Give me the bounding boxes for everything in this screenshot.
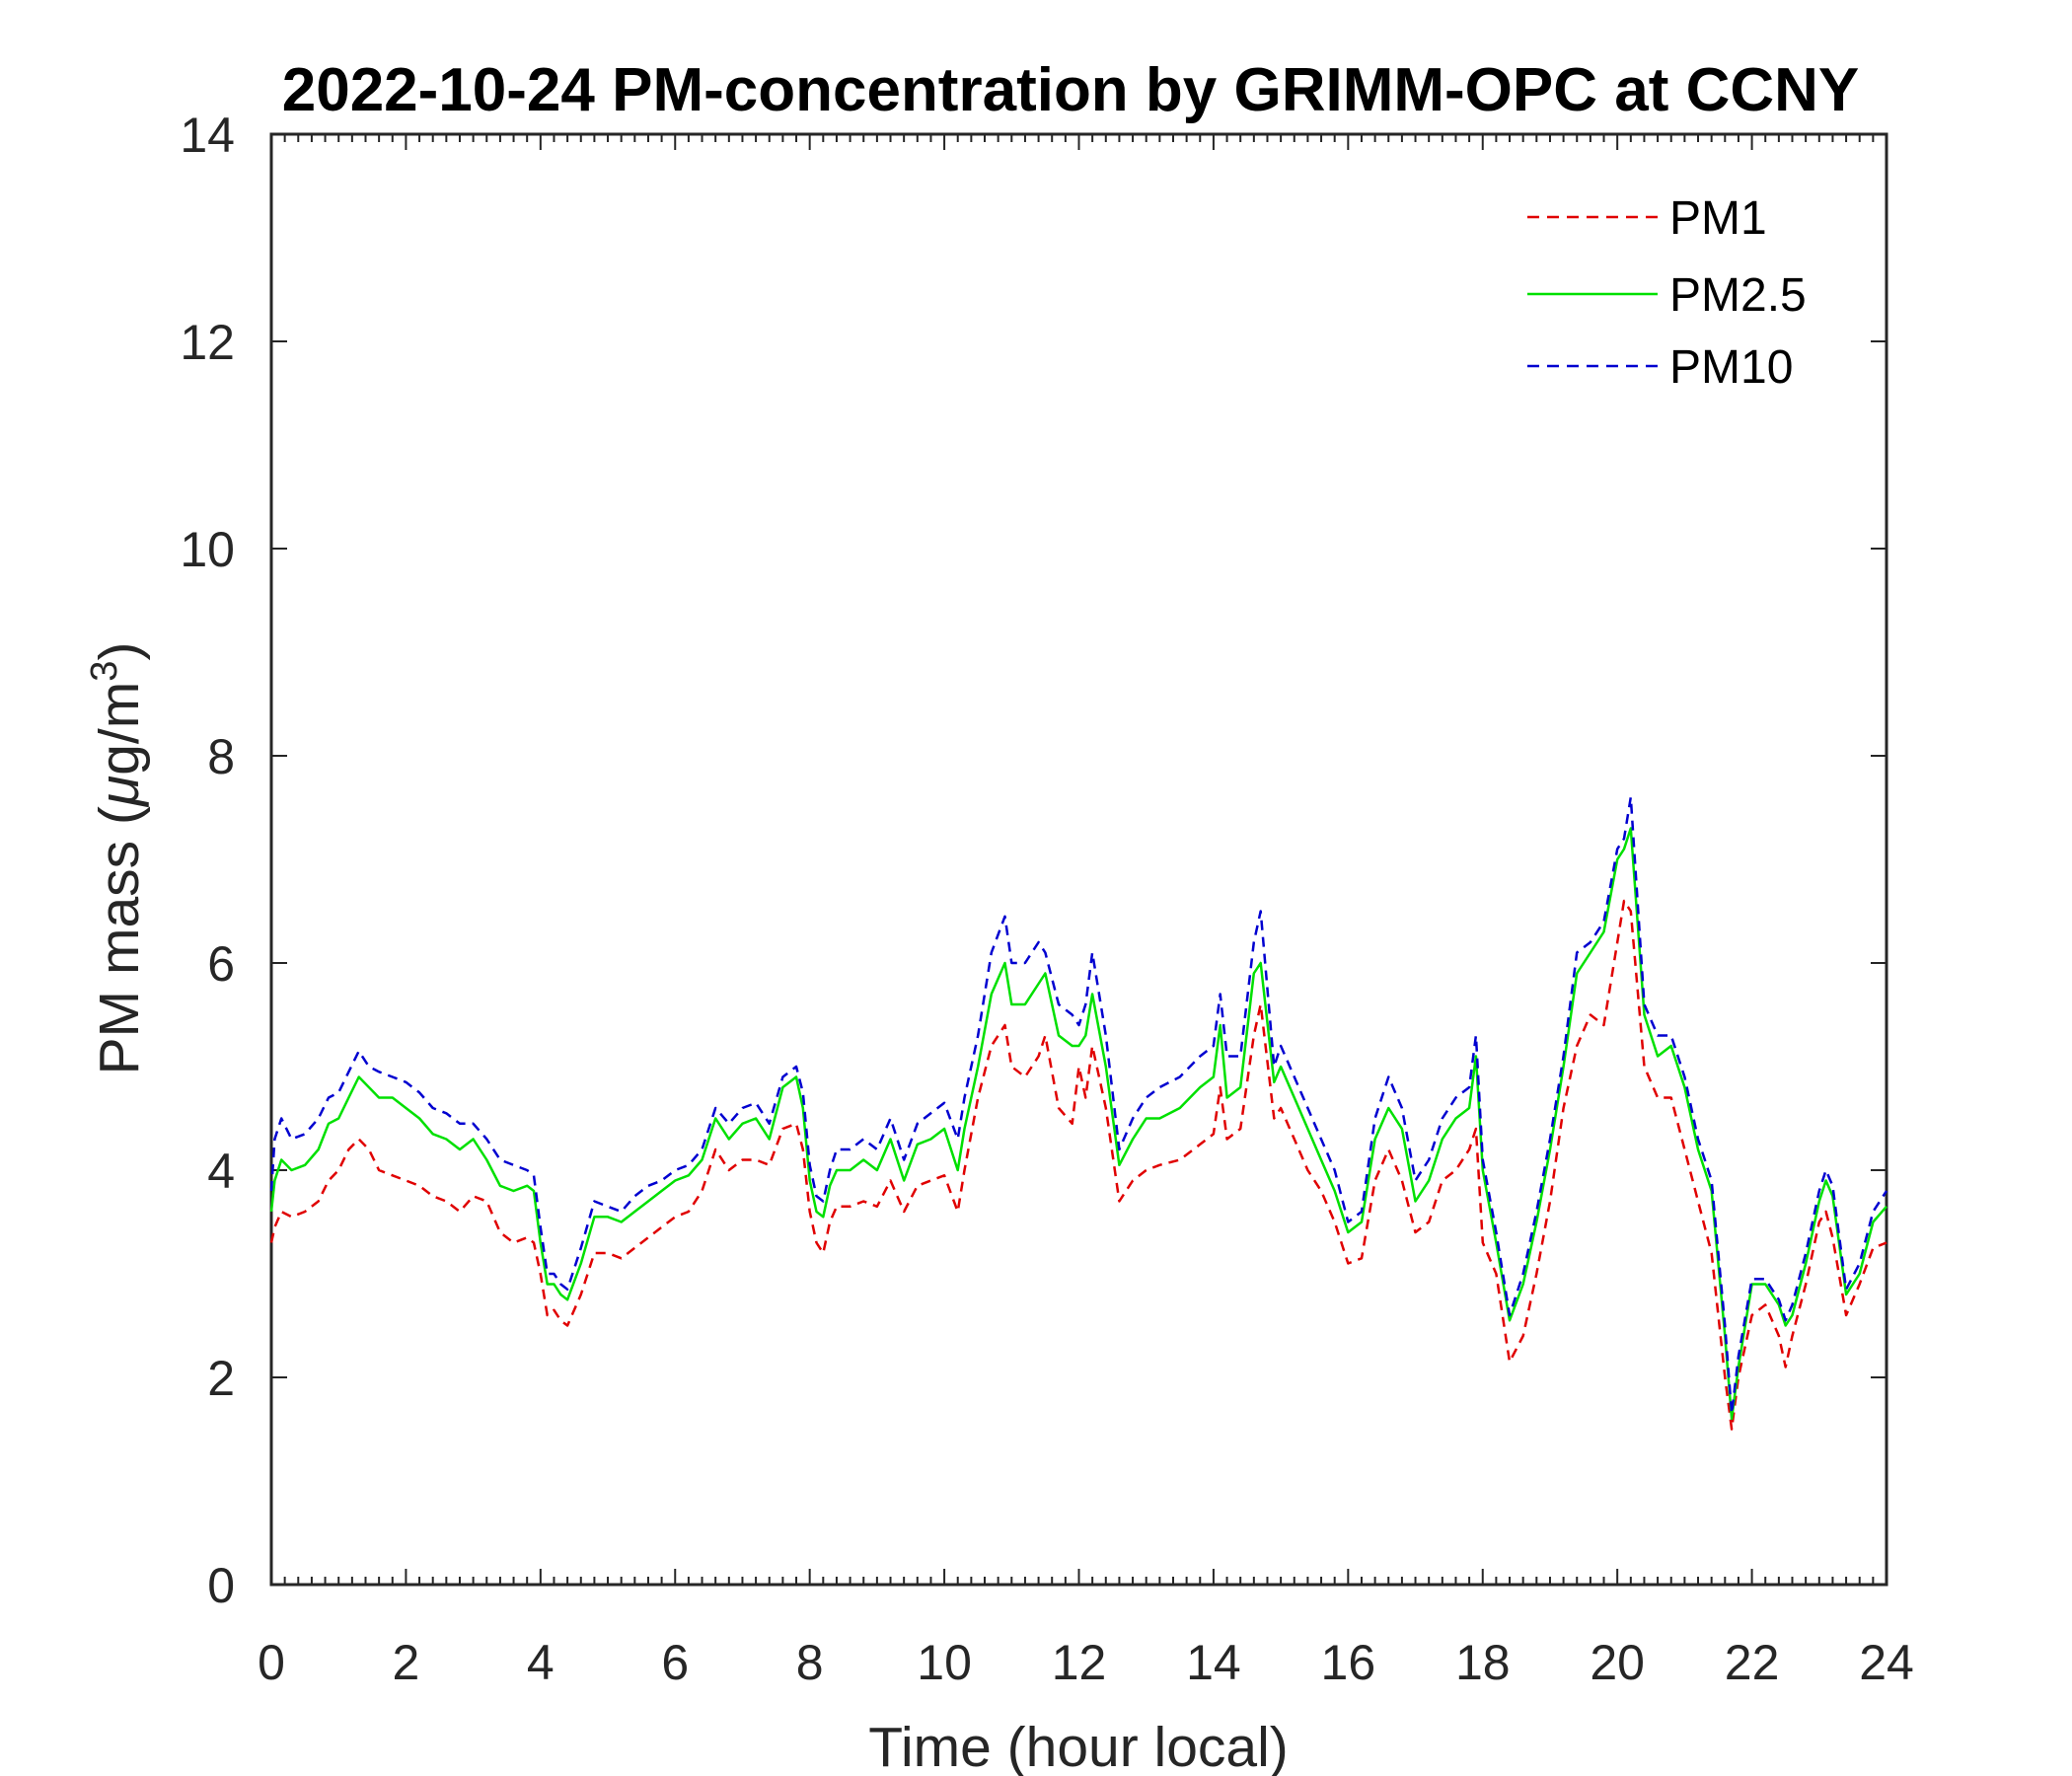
x-tick-label: 24 xyxy=(1859,1635,1914,1690)
series-line-pm1 xyxy=(269,899,1887,1431)
y-axis-label: PM mass (μg/m3) xyxy=(84,642,151,1075)
x-tick-labels: 0 2 4 6 8 10 12 14 16 18 20 22 24 xyxy=(258,1635,1914,1690)
x-tick-label: 20 xyxy=(1590,1635,1645,1690)
legend-label-pm10: PM10 xyxy=(1669,341,1793,394)
y-axis-label-mu: μ xyxy=(88,776,151,808)
x-tick-label: 2 xyxy=(393,1635,420,1690)
x-tick-label: 18 xyxy=(1455,1635,1511,1690)
y-tick-label: 14 xyxy=(180,108,235,163)
y-axis-label-unit: g/m xyxy=(88,682,151,776)
x-tick-label: 0 xyxy=(258,1635,285,1690)
y-tick-label: 6 xyxy=(207,936,235,992)
x-tick-label: 10 xyxy=(917,1635,972,1690)
series-line-pm25 xyxy=(269,827,1887,1421)
x-tick-label: 6 xyxy=(661,1635,689,1690)
x-tick-label: 8 xyxy=(796,1635,824,1690)
plot-area xyxy=(269,132,1888,1587)
y-axis-label-prefix: PM mass ( xyxy=(88,806,151,1074)
y-tick-label: 10 xyxy=(180,522,235,577)
x-tick-label: 4 xyxy=(527,1635,555,1690)
series-lines xyxy=(269,795,1888,1431)
y-tick-labels: 0 2 4 6 8 10 12 14 xyxy=(180,108,235,1613)
x-tick-label: 12 xyxy=(1052,1635,1107,1690)
y-axis-label-superscript: 3 xyxy=(84,661,125,682)
y-tick-label: 0 xyxy=(207,1558,235,1613)
legend-label-pm1: PM1 xyxy=(1669,192,1767,245)
axis-ticks xyxy=(270,133,1887,1586)
y-tick-label: 2 xyxy=(207,1351,235,1406)
y-tick-label: 12 xyxy=(180,315,235,370)
chart-title: 2022-10-24 PM-concentration by GRIMM-OPC… xyxy=(282,56,1860,124)
series-line-pm10 xyxy=(269,795,1888,1416)
x-tick-label: 14 xyxy=(1186,1635,1241,1690)
y-axis-label-suffix: ) xyxy=(88,642,151,661)
y-tick-label: 8 xyxy=(207,729,235,784)
x-tick-label: 16 xyxy=(1321,1635,1376,1690)
y-tick-label: 4 xyxy=(207,1144,235,1199)
x-tick-label: 22 xyxy=(1725,1635,1780,1690)
x-axis-label: Time (hour local) xyxy=(868,1716,1289,1776)
legend: PM1 PM2.5 PM10 xyxy=(1527,192,1807,394)
legend-label-pm25: PM2.5 xyxy=(1669,269,1807,322)
